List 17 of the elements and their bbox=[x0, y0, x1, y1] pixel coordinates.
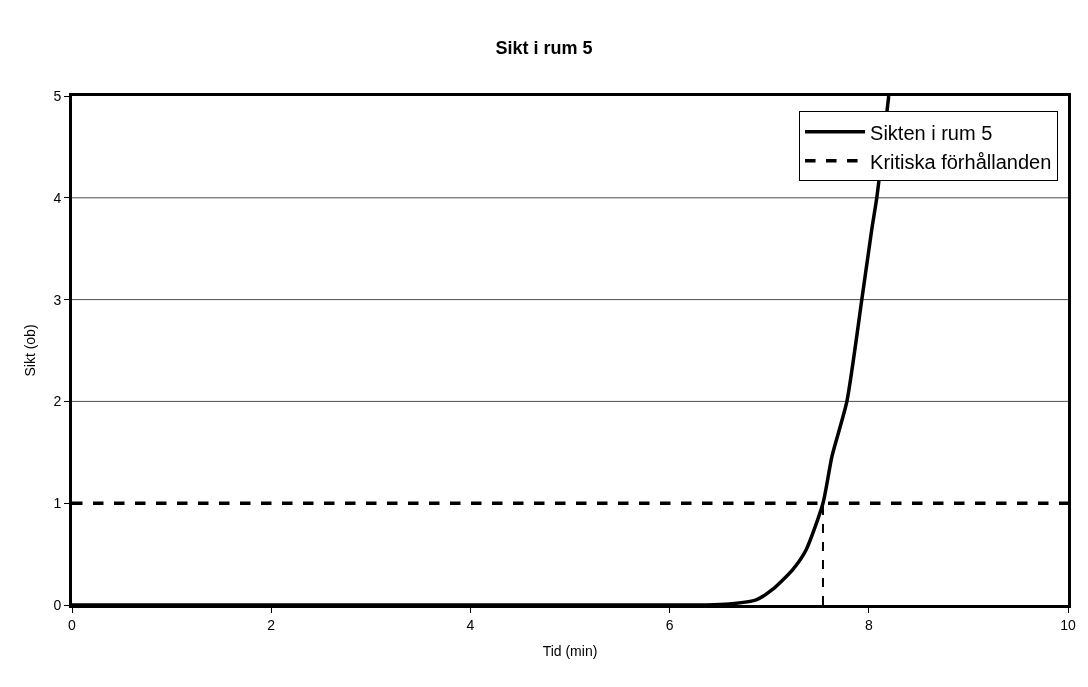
legend-label: Kritiska förhållanden bbox=[870, 150, 1052, 173]
legend-label: Sikten i rum 5 bbox=[870, 121, 993, 144]
x-tick-label: 0 bbox=[68, 616, 77, 633]
x-tick-label: 4 bbox=[466, 616, 475, 633]
y-tick-label: 0 bbox=[53, 596, 62, 613]
y-axis-title: Sikt (ob) bbox=[22, 324, 38, 377]
x-tick-label: 8 bbox=[864, 616, 873, 633]
y-tick-label: 3 bbox=[53, 291, 62, 308]
x-tick-label: 6 bbox=[665, 616, 674, 633]
chart-title: Sikt i rum 5 bbox=[495, 37, 593, 58]
y-tick-label: 4 bbox=[53, 189, 62, 206]
x-axis-title: Tid (min) bbox=[542, 643, 598, 660]
y-tick-label: 2 bbox=[53, 393, 62, 410]
x-tick-label: 10 bbox=[1060, 616, 1076, 633]
x-tick-label: 2 bbox=[267, 616, 276, 633]
y-tick-label: 1 bbox=[53, 495, 62, 512]
y-tick-label: 5 bbox=[53, 87, 62, 104]
